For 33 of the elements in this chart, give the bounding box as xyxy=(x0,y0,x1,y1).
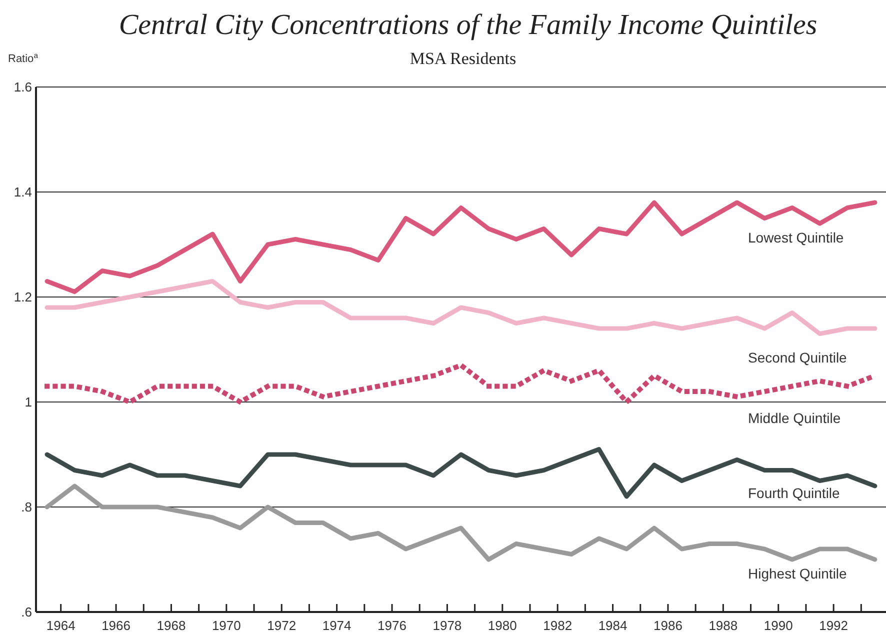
y-tick-label: 1.6 xyxy=(14,80,32,95)
x-tick-label: 1988 xyxy=(708,618,738,633)
y-axis-title: Ratio$^{a}$ xyxy=(8,50,39,65)
series-label: Lowest Quintile xyxy=(748,230,844,246)
x-tick-label: 1974 xyxy=(322,618,352,633)
x-tick-label: 1972 xyxy=(267,618,296,633)
chart-subtitle: MSA Residents xyxy=(410,49,516,68)
x-tick-label: 1984 xyxy=(598,618,628,633)
x-tick-label: 1968 xyxy=(156,618,186,633)
x-tick-label: 1970 xyxy=(212,618,241,633)
x-tick-label: 1990 xyxy=(764,618,793,633)
y-tick-label: 1.2 xyxy=(14,290,32,305)
x-tick-label: 1978 xyxy=(432,618,462,633)
y-tick-label: .8 xyxy=(21,500,32,515)
line-series xyxy=(44,279,878,336)
line-series xyxy=(44,447,878,499)
series-label: Fourth Quintile xyxy=(748,485,840,501)
x-tick-label: 1966 xyxy=(102,618,130,633)
series-label: Middle Quintile xyxy=(748,410,841,426)
chart-title: Central City Concentrations of the Family Income Quintiles xyxy=(118,9,818,41)
x-tick-label: 1986 xyxy=(654,618,682,633)
y-tick-label: 1 xyxy=(24,394,32,410)
x-tick-label: 1992 xyxy=(819,618,848,633)
x-tick-label: 1964 xyxy=(46,618,76,633)
y-tick-label: .6 xyxy=(21,604,32,620)
series-label: Second Quintile xyxy=(748,350,848,366)
x-tick-label: 1980 xyxy=(488,618,517,633)
line-series xyxy=(44,200,878,294)
x-tick-label: 1982 xyxy=(543,618,572,633)
line-series xyxy=(44,484,878,562)
x-tick-label: 1976 xyxy=(378,618,406,633)
series-label: Highest Quintile xyxy=(748,566,848,582)
y-tick-label: 1.4 xyxy=(14,184,32,200)
